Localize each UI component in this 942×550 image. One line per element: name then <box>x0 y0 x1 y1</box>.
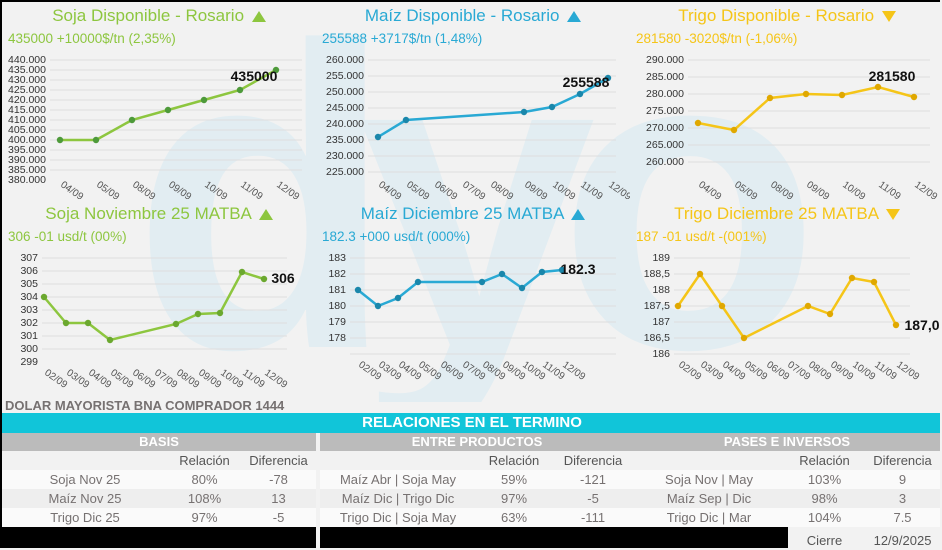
svg-text:05/09: 05/09 <box>732 179 759 199</box>
svg-text:265.000: 265.000 <box>646 139 684 151</box>
svg-text:182.3: 182.3 <box>560 261 595 277</box>
svg-text:06/09: 06/09 <box>764 359 791 383</box>
svg-text:12/09: 12/09 <box>262 367 289 391</box>
svg-text:290.000: 290.000 <box>646 54 684 66</box>
svg-text:08/09: 08/09 <box>806 359 833 383</box>
svg-text:380.000: 380.000 <box>8 174 46 186</box>
svg-text:04/09: 04/09 <box>86 367 113 391</box>
svg-text:05/09: 05/09 <box>416 359 443 383</box>
svg-text:230.000: 230.000 <box>326 150 364 162</box>
svg-text:306: 306 <box>20 265 38 277</box>
svg-text:12/09: 12/09 <box>560 359 587 383</box>
svg-text:09/09: 09/09 <box>828 359 855 383</box>
svg-text:10/09: 10/09 <box>850 359 877 383</box>
svg-text:05/09: 05/09 <box>94 179 121 199</box>
svg-text:09/09: 09/09 <box>804 179 831 199</box>
svg-text:240.000: 240.000 <box>326 118 364 130</box>
svg-text:188,5: 188,5 <box>644 268 670 280</box>
svg-text:05/09: 05/09 <box>108 367 135 391</box>
svg-text:03/09: 03/09 <box>698 359 725 383</box>
svg-text:255588: 255588 <box>563 74 610 90</box>
svg-text:307: 307 <box>20 252 38 264</box>
svg-text:10/09: 10/09 <box>550 179 577 199</box>
svg-text:275.000: 275.000 <box>646 105 684 117</box>
svg-text:187: 187 <box>652 316 670 328</box>
svg-text:180: 180 <box>328 300 346 312</box>
svg-text:02/09: 02/09 <box>676 359 703 383</box>
svg-text:183: 183 <box>328 252 346 264</box>
svg-text:07/09: 07/09 <box>152 367 179 391</box>
svg-text:10/09: 10/09 <box>218 367 245 391</box>
svg-text:299: 299 <box>20 356 38 368</box>
svg-text:181: 181 <box>328 284 346 296</box>
svg-text:12/09: 12/09 <box>894 359 921 383</box>
svg-text:178: 178 <box>328 332 346 344</box>
svg-text:435000: 435000 <box>231 68 278 84</box>
svg-text:188: 188 <box>652 284 670 296</box>
svg-text:04/09: 04/09 <box>696 179 723 199</box>
svg-text:05/09: 05/09 <box>404 179 431 199</box>
svg-text:235.000: 235.000 <box>326 134 364 146</box>
svg-text:08/09: 08/09 <box>174 367 201 391</box>
svg-text:04/09: 04/09 <box>720 359 747 383</box>
svg-text:09/09: 09/09 <box>196 367 223 391</box>
svg-text:10/09: 10/09 <box>202 179 229 199</box>
svg-text:11/09: 11/09 <box>872 359 899 382</box>
svg-text:189: 189 <box>652 252 670 264</box>
svg-text:245.000: 245.000 <box>326 102 364 114</box>
svg-text:12/09: 12/09 <box>274 179 301 199</box>
svg-text:285.000: 285.000 <box>646 71 684 83</box>
svg-text:12/09: 12/09 <box>912 179 939 199</box>
svg-text:302: 302 <box>20 317 38 329</box>
svg-text:301: 301 <box>20 330 38 342</box>
svg-text:11/09: 11/09 <box>578 179 605 199</box>
svg-text:08/09: 08/09 <box>768 179 795 199</box>
svg-text:11/09: 11/09 <box>238 179 265 199</box>
svg-text:186,5: 186,5 <box>644 332 670 344</box>
svg-text:04/09: 04/09 <box>58 179 85 199</box>
svg-text:187,5: 187,5 <box>644 300 670 312</box>
svg-text:02/09: 02/09 <box>42 367 69 391</box>
svg-text:08/09: 08/09 <box>130 179 157 199</box>
svg-text:08/09: 08/09 <box>488 179 515 199</box>
svg-text:250.000: 250.000 <box>326 86 364 98</box>
svg-text:280.000: 280.000 <box>646 88 684 100</box>
svg-text:11/09: 11/09 <box>240 367 267 390</box>
svg-text:10/09: 10/09 <box>840 179 867 199</box>
svg-text:09/09: 09/09 <box>166 179 193 199</box>
svg-text:06/09: 06/09 <box>438 359 465 383</box>
svg-text:182: 182 <box>328 268 346 280</box>
svg-text:11/09: 11/09 <box>540 359 567 382</box>
svg-text:04/09: 04/09 <box>376 179 403 199</box>
svg-text:09/09: 09/09 <box>522 179 549 199</box>
svg-text:304: 304 <box>20 291 38 303</box>
svg-text:05/09: 05/09 <box>742 359 769 383</box>
svg-text:11/09: 11/09 <box>876 179 903 199</box>
svg-text:03/09: 03/09 <box>64 367 91 391</box>
svg-text:281580: 281580 <box>869 68 916 84</box>
svg-text:303: 303 <box>20 304 38 316</box>
svg-text:07/09: 07/09 <box>460 179 487 199</box>
svg-text:179: 179 <box>328 316 346 328</box>
svg-text:260.000: 260.000 <box>646 156 684 168</box>
svg-text:225.000: 225.000 <box>326 166 364 178</box>
svg-text:187,0: 187,0 <box>904 317 939 333</box>
svg-text:300: 300 <box>20 343 38 355</box>
svg-text:255.000: 255.000 <box>326 70 364 82</box>
svg-text:12/09: 12/09 <box>606 179 630 199</box>
svg-text:06/09: 06/09 <box>432 179 459 199</box>
svg-text:06/09: 06/09 <box>130 367 157 391</box>
svg-text:306: 306 <box>271 270 295 286</box>
svg-text:07/09: 07/09 <box>785 359 812 383</box>
svg-text:270.000: 270.000 <box>646 122 684 134</box>
svg-text:260.000: 260.000 <box>326 54 364 66</box>
svg-text:186: 186 <box>652 348 670 360</box>
svg-text:305: 305 <box>20 278 38 290</box>
